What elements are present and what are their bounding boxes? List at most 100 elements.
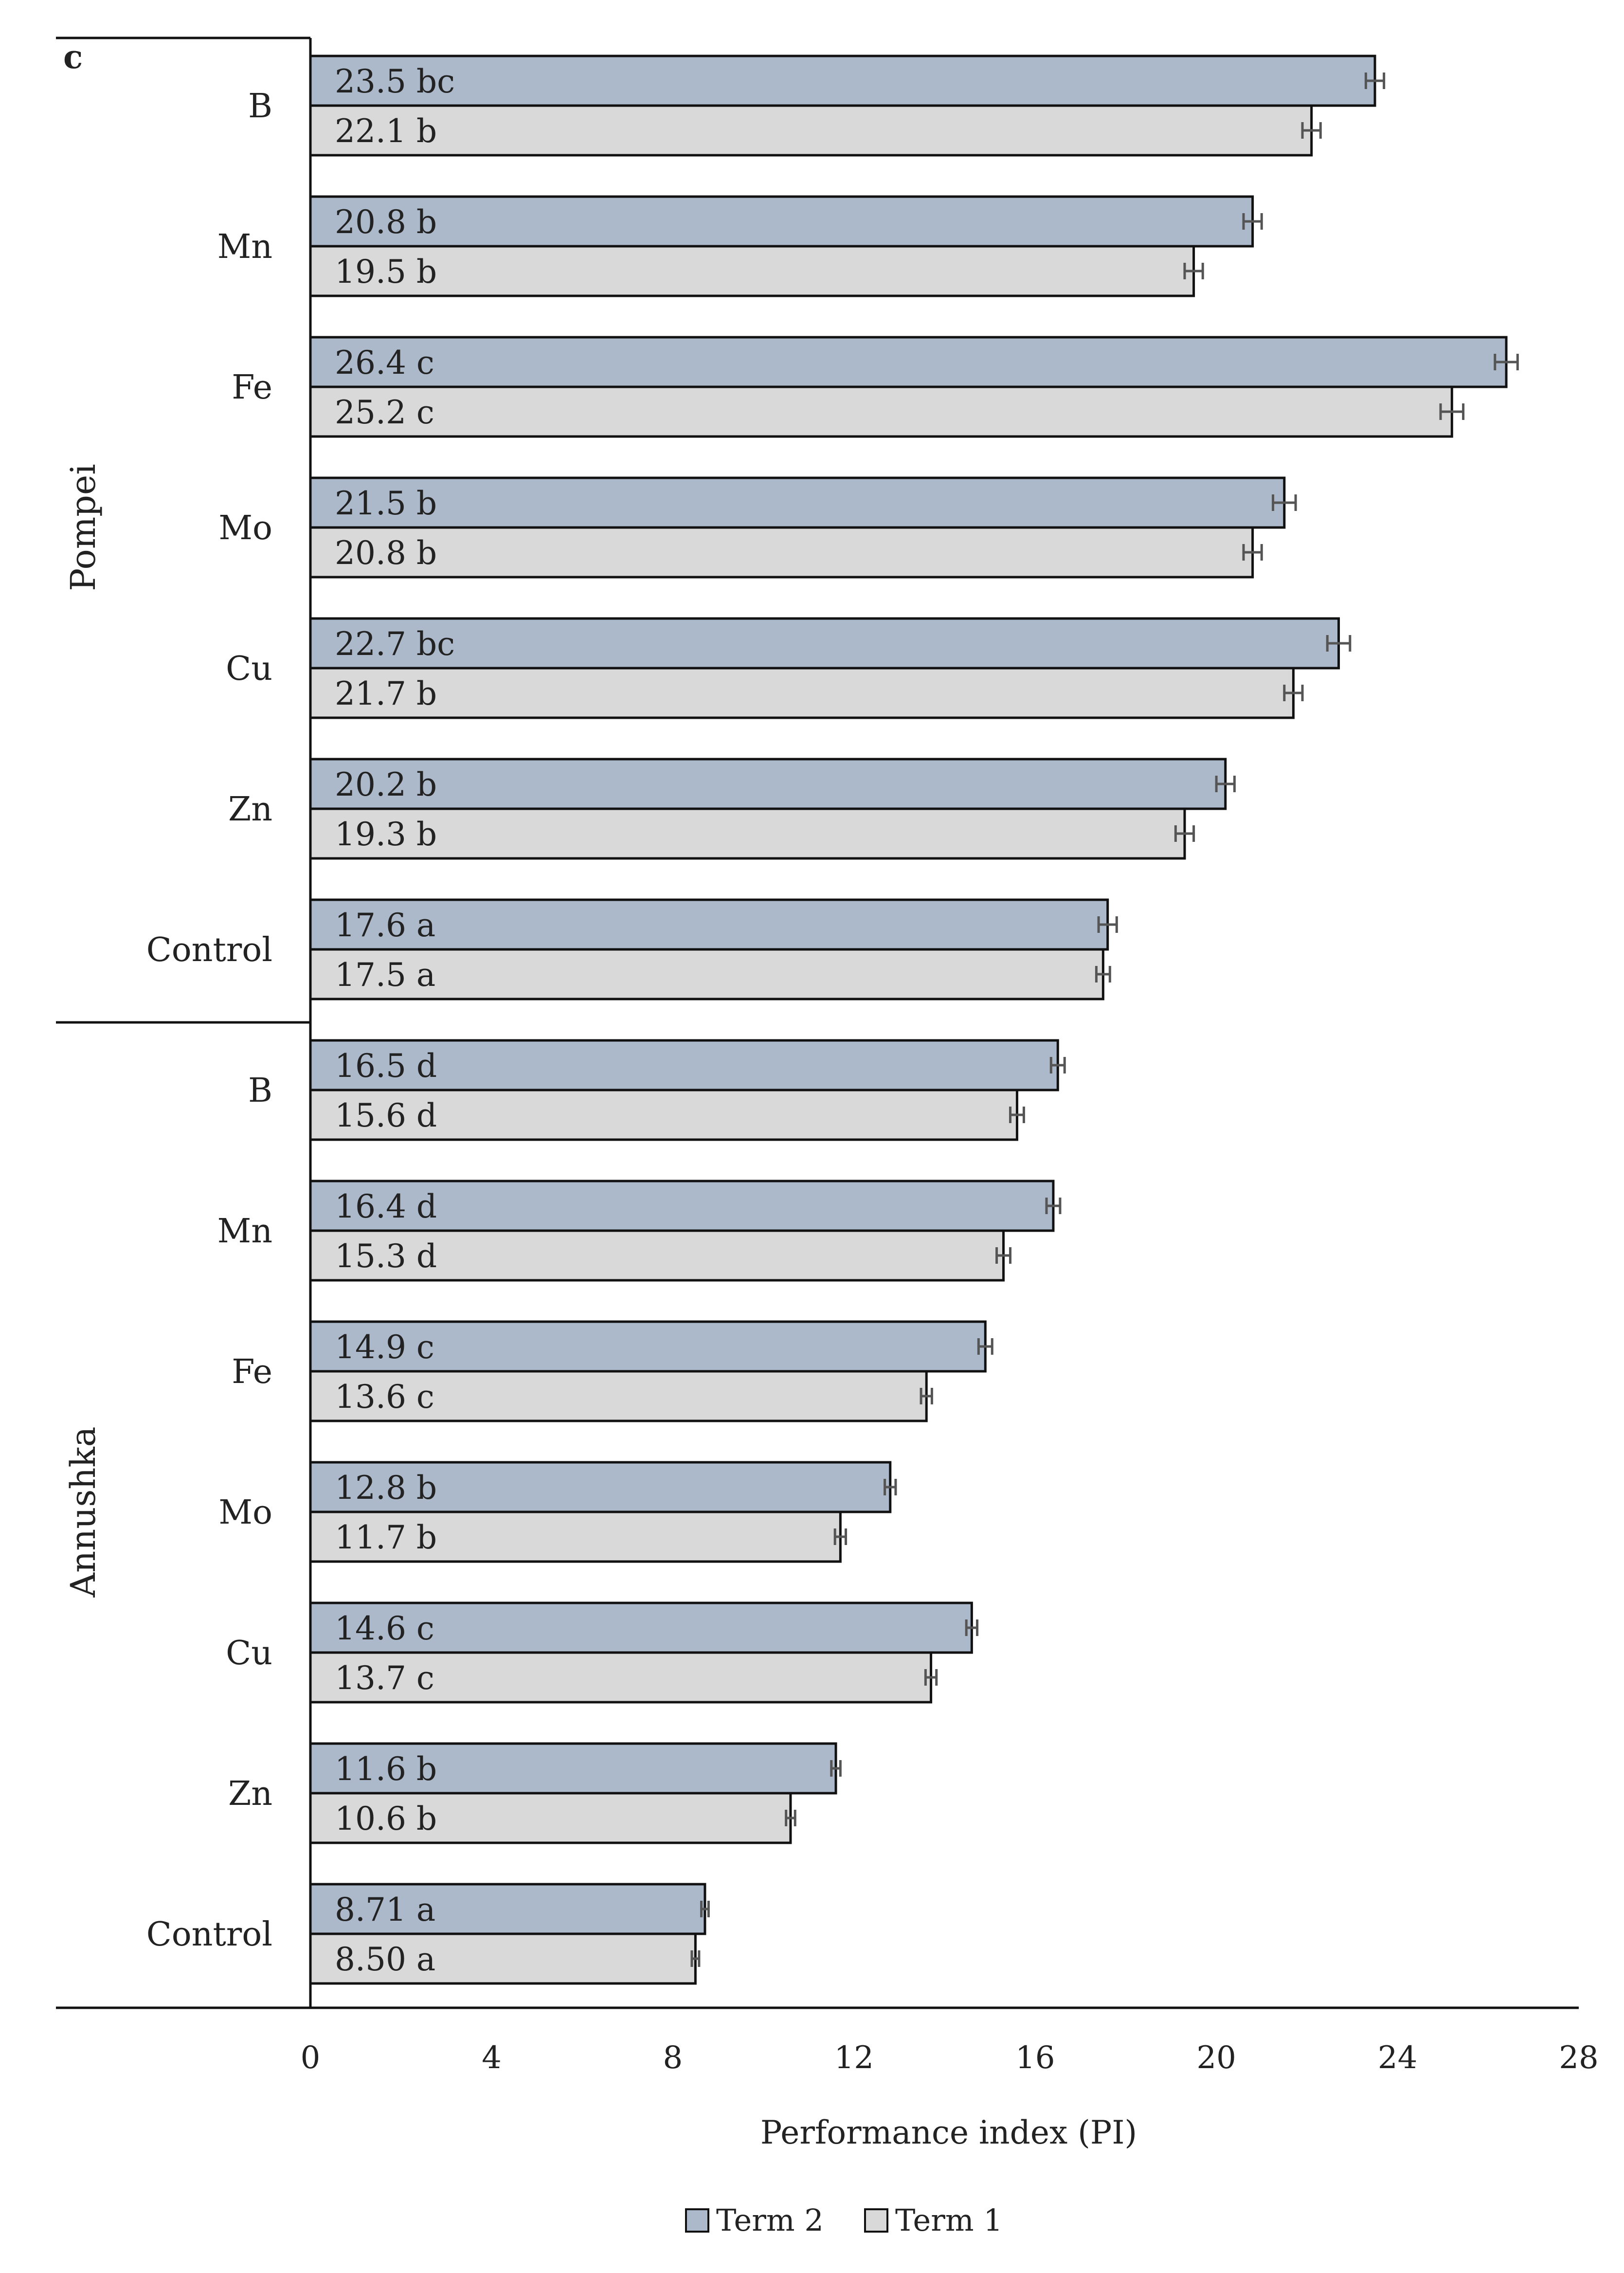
category-label: B (248, 87, 272, 126)
error-bar (920, 1388, 933, 1404)
error-bar (830, 1760, 842, 1777)
category-label: Zn (228, 1775, 272, 1813)
category-label: Zn (228, 790, 272, 829)
panel-label: c (63, 38, 83, 76)
bar-term1 (309, 1370, 928, 1422)
error-bar (1049, 1057, 1066, 1073)
legend-swatch-term-2 (685, 2208, 709, 2233)
bar-term1 (309, 245, 1195, 297)
error-bar (833, 1528, 848, 1545)
bar-value-label: 16.5 d (335, 1047, 437, 1085)
bar-term2 (309, 1742, 837, 1795)
x-tick-label: 4 (482, 2040, 502, 2076)
x-tick-label: 8 (663, 2040, 683, 2076)
x-tick-label: 0 (301, 2040, 321, 2076)
bar-value-label: 14.9 c (335, 1328, 434, 1366)
bar-term1 (309, 807, 1186, 860)
error-bar (1272, 494, 1297, 511)
bar-value-label: 22.7 bc (335, 625, 455, 663)
error-bar (1283, 685, 1304, 701)
error-bar (924, 1669, 938, 1686)
bar-term2 (309, 1039, 1059, 1091)
bar-value-label: 13.7 c (335, 1659, 434, 1697)
bar-term1 (309, 526, 1254, 579)
axes-layer: B Mn Fe Mo Cu Zn Control Pompei B Mn Fe Mo Cu Zn Contr… (56, 36, 1599, 2076)
error-bar (884, 1479, 897, 1495)
error-bar (1045, 1198, 1062, 1214)
legend-label-term-1: Term 1 (895, 2202, 1003, 2238)
legend: Term 2 Term 1 (685, 2202, 1003, 2238)
error-bar (1215, 776, 1236, 792)
x-tick-label: 16 (1015, 2040, 1055, 2076)
error-bar (1439, 403, 1465, 420)
bar-value-label: 21.7 b (335, 675, 437, 712)
bar-value-label: 13.6 c (335, 1378, 434, 1416)
x-axis-title: Performance index (PI) (760, 2114, 1137, 2151)
bar-term2 (309, 476, 1286, 529)
bar-term2 (309, 55, 1376, 107)
bar-value-label: 8.71 a (335, 1891, 435, 1928)
bar-term2 (309, 617, 1340, 670)
error-bar (1174, 825, 1195, 842)
bar-value-label: 11.6 b (335, 1750, 437, 1788)
bar-value-label: 17.6 a (335, 907, 435, 944)
error-bar (700, 1901, 710, 1917)
bar-term1 (309, 667, 1295, 719)
bar-value-label: 11.7 b (335, 1519, 437, 1556)
error-bar (965, 1619, 979, 1636)
error-bar (1242, 213, 1263, 230)
bar-term2 (309, 898, 1109, 951)
bar-term2 (309, 336, 1508, 388)
group-label-pompei: Pompei (63, 464, 103, 591)
category-label: Cu (226, 1634, 272, 1673)
bar-value-label: 23.5 bc (335, 63, 455, 100)
bar-term1 (309, 1510, 842, 1563)
bar-value-label: 20.8 b (335, 534, 437, 572)
error-bar (1301, 122, 1322, 139)
bar-term2 (309, 758, 1227, 810)
error-bar (1183, 263, 1204, 279)
error-bar (1364, 73, 1386, 89)
bar-value-label: 15.3 d (335, 1237, 437, 1275)
category-label: Fe (232, 368, 272, 407)
legend-label-term-2: Term 2 (716, 2202, 824, 2238)
error-bar (1326, 635, 1352, 652)
category-label: Cu (226, 650, 272, 688)
bar-term1 (309, 1651, 933, 1704)
category-label: Control (146, 931, 272, 969)
error-bar (1009, 1107, 1025, 1123)
group-label-annushka: Annushka (63, 1427, 103, 1598)
error-bar (1097, 916, 1118, 933)
bar-value-label: 21.5 b (335, 485, 437, 522)
bar-value-label: 15.6 d (335, 1097, 437, 1134)
bar-value-label: 16.4 d (335, 1188, 437, 1225)
error-bar (690, 1950, 701, 1967)
bars-layer: 23.5 bc 22.1 b 20.8 b 19.5 b 26.4 c 25.2 c 21.… (309, 55, 1519, 1985)
error-bar (995, 1247, 1012, 1264)
bar-value-label: 26.4 c (335, 344, 434, 382)
bar-value-label: 12.8 b (335, 1469, 437, 1507)
bar-term2 (309, 195, 1254, 248)
category-label: Mo (218, 509, 272, 547)
error-bar (1494, 354, 1519, 370)
legend-swatch-term-1 (864, 2208, 888, 2233)
error-bar (1242, 544, 1263, 561)
x-tick-label: 12 (834, 2040, 874, 2076)
bar-term1 (309, 1229, 1005, 1282)
bar-value-label: 17.5 a (335, 956, 435, 994)
bar-value-label: 20.8 b (335, 203, 437, 241)
bar-term1 (309, 104, 1313, 157)
error-bar (977, 1338, 993, 1355)
bar-value-label: 14.6 c (335, 1610, 434, 1647)
bar-value-label: 19.5 b (335, 253, 437, 291)
bar-value-label: 10.6 b (335, 1800, 437, 1837)
error-bar (785, 1810, 796, 1826)
category-label: Mn (217, 228, 272, 266)
bar-term1 (309, 385, 1453, 438)
bar-value-label: 19.3 b (335, 816, 437, 853)
bar-value-label: 20.2 b (335, 766, 437, 803)
x-tick-label: 24 (1378, 2040, 1417, 2076)
bar-value-label: 25.2 c (335, 394, 434, 431)
category-label: Mo (218, 1493, 272, 1532)
